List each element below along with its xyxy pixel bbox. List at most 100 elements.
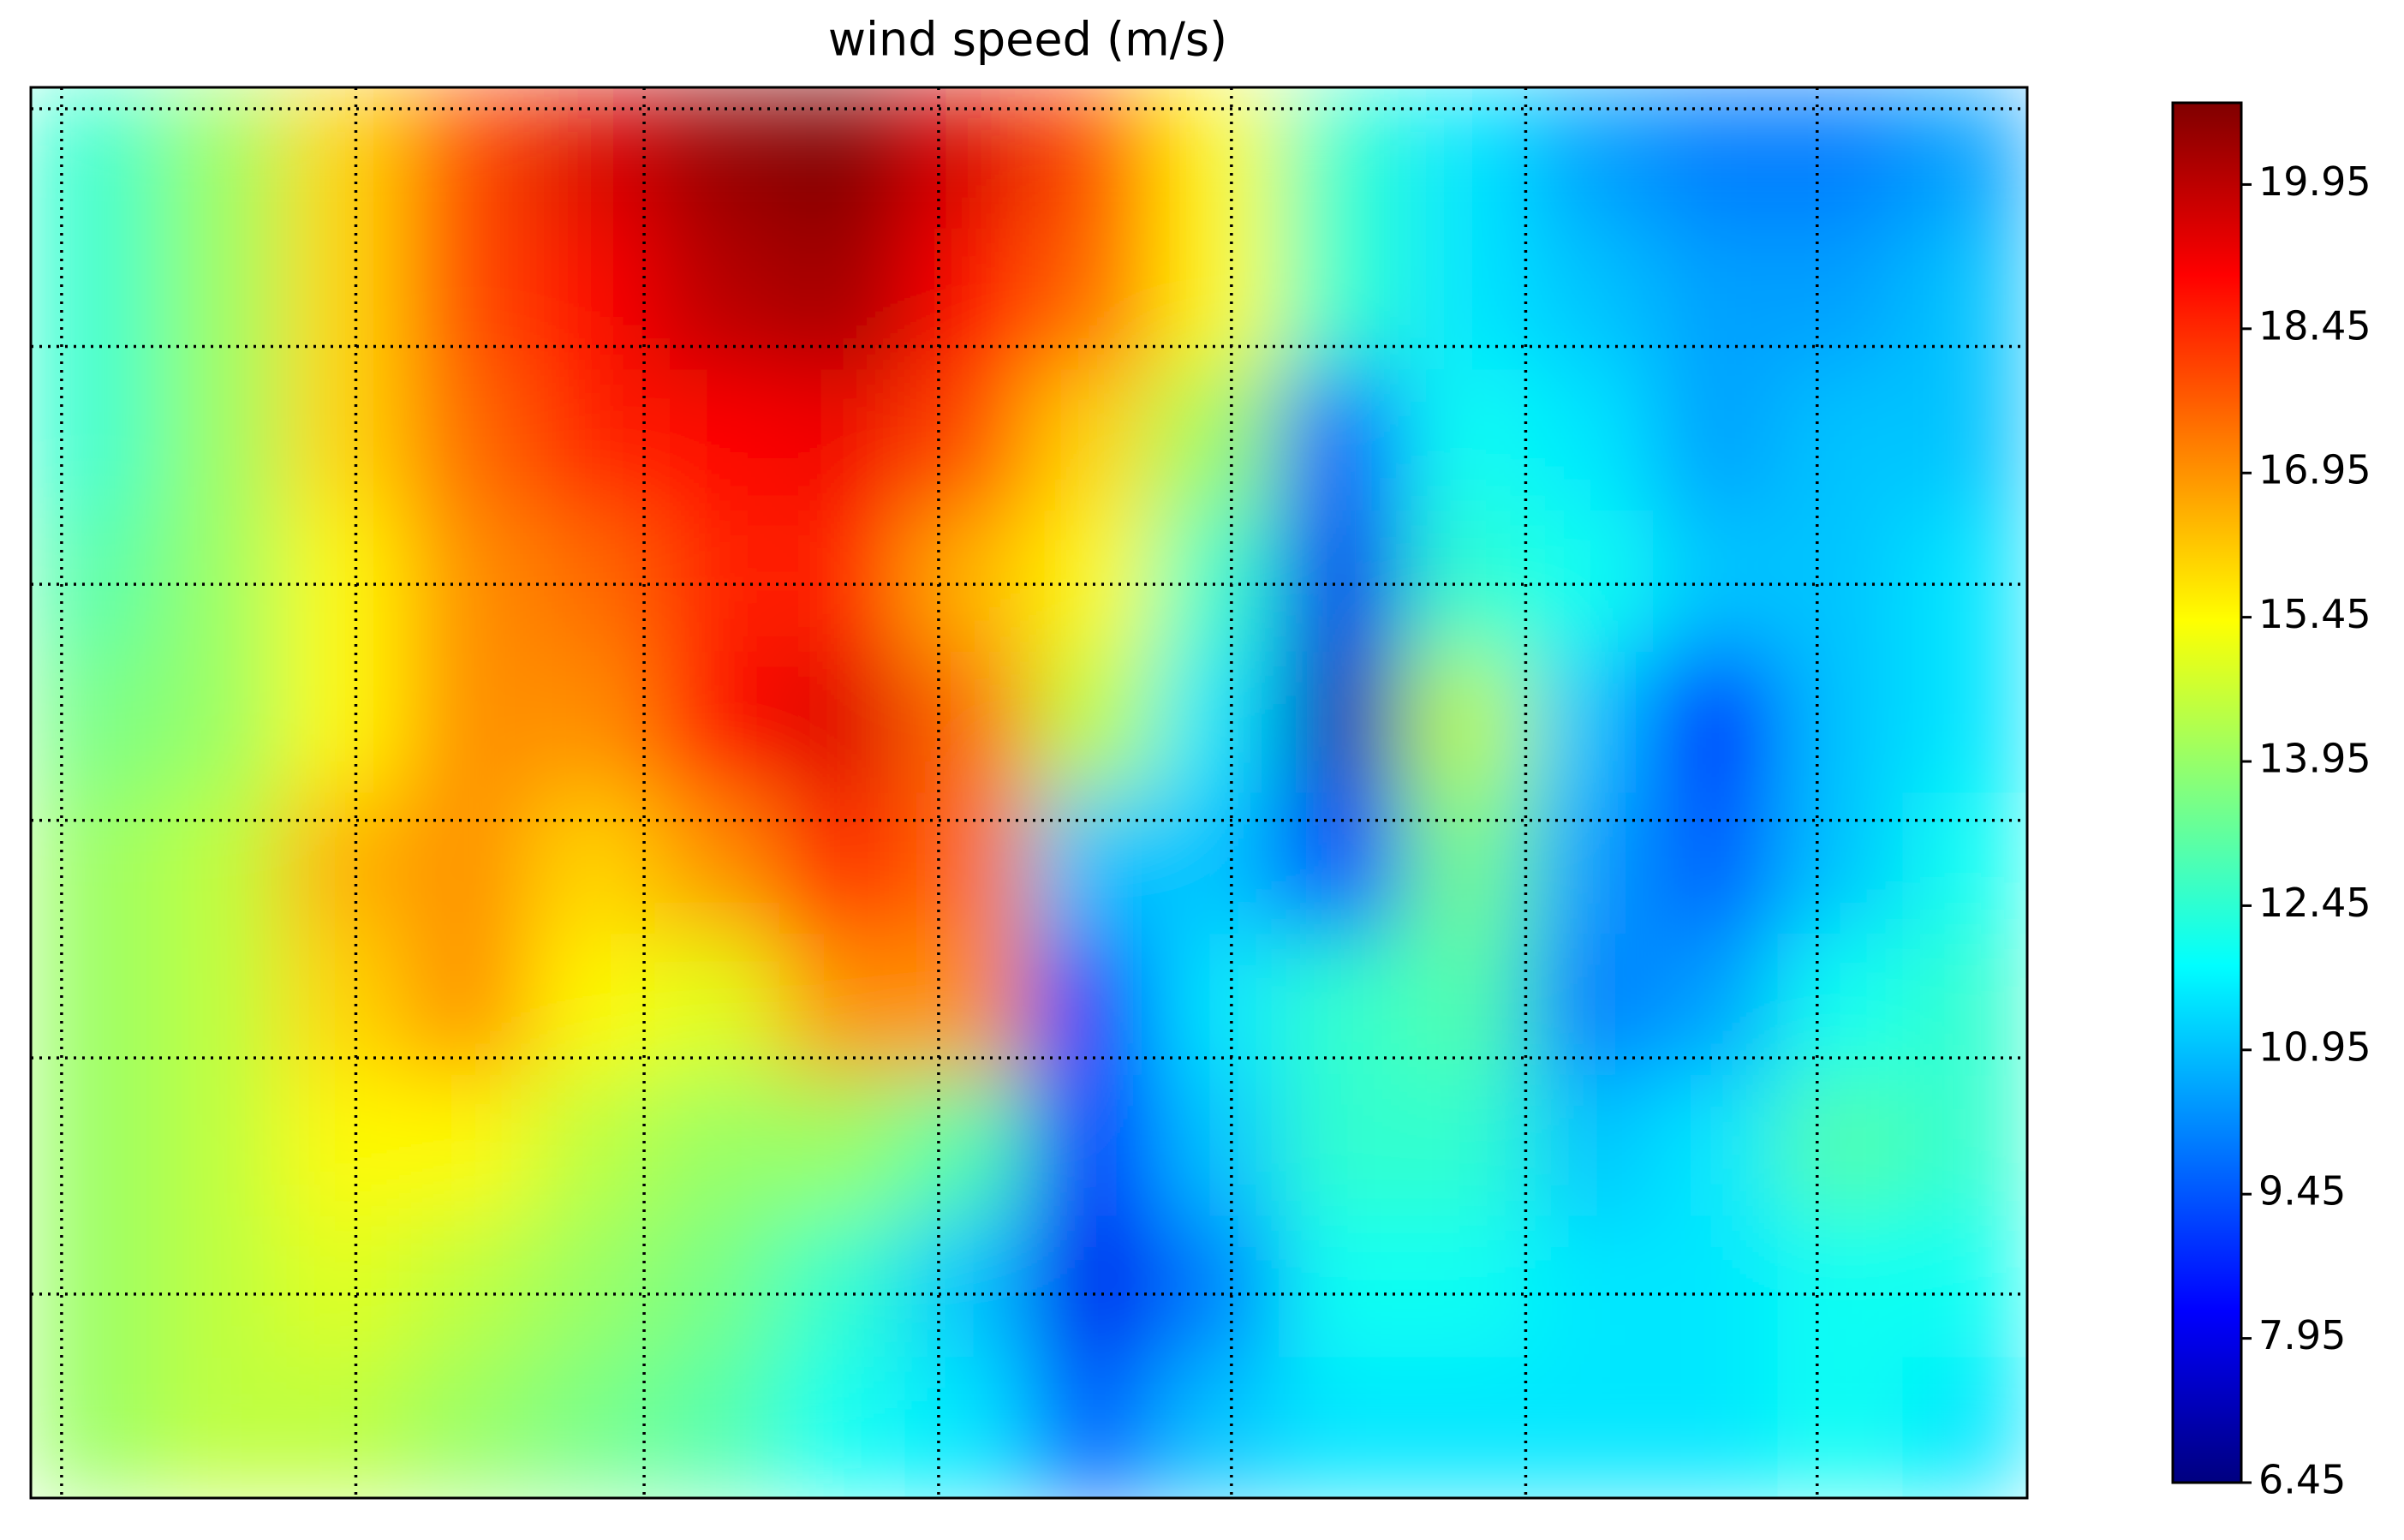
cell (1278, 792, 1405, 934)
colorbar-tick-label: 12.45 (2258, 880, 2371, 926)
cell (1154, 1357, 1280, 1498)
cell (654, 1215, 780, 1358)
cell (31, 510, 157, 653)
cell (405, 1215, 531, 1358)
cell (1154, 934, 1280, 1076)
cell (1528, 651, 1654, 793)
cell (529, 87, 655, 230)
cell (31, 1215, 157, 1358)
cell (904, 1357, 1029, 1498)
cell (405, 510, 531, 653)
cell (280, 228, 406, 370)
cell (779, 369, 905, 511)
cell (1652, 1357, 1779, 1498)
cell (1652, 934, 1779, 1076)
cell (280, 1215, 406, 1358)
colorbar-tick-label: 18.45 (2258, 302, 2371, 349)
cell (1777, 228, 1903, 370)
cell (155, 1074, 281, 1217)
cell (654, 87, 780, 230)
chart-title: wind speed (m/s) (828, 13, 1227, 67)
cell (1154, 1215, 1280, 1358)
cell (1403, 1357, 1529, 1498)
cell (779, 1215, 905, 1358)
cell (155, 1215, 281, 1358)
cell (1902, 934, 2027, 1076)
cell (1154, 369, 1280, 511)
colorbar-tick-label: 10.95 (2258, 1024, 2371, 1070)
cell (1777, 1074, 1903, 1217)
cell (1777, 1215, 1903, 1358)
cell (280, 1074, 406, 1217)
cell (155, 510, 281, 653)
cell (779, 934, 905, 1076)
colorbar-tick-label: 9.45 (2258, 1168, 2346, 1215)
cell (1777, 934, 1903, 1076)
cell (1777, 792, 1903, 934)
cell (1902, 510, 2027, 653)
cell (1902, 369, 2027, 511)
cell (1652, 651, 1779, 793)
cell (155, 651, 281, 793)
cell (529, 1074, 655, 1217)
cell (1154, 792, 1280, 934)
cell (529, 792, 655, 934)
cell (280, 87, 406, 230)
cell (904, 87, 1029, 230)
cell (405, 1357, 531, 1498)
cell (1652, 792, 1779, 934)
cell (280, 510, 406, 653)
map-grid (31, 87, 2027, 1498)
cell (1278, 934, 1405, 1076)
cell (1029, 651, 1154, 793)
colorbar-tick-label: 6.45 (2258, 1457, 2346, 1503)
cell (405, 369, 531, 511)
cell (155, 228, 281, 370)
cell (1154, 228, 1280, 370)
colorbar-tick-label: 7.95 (2258, 1312, 2346, 1358)
field (31, 87, 2027, 1498)
cell (1528, 87, 1654, 230)
cell (1652, 1215, 1779, 1358)
cell (1029, 1357, 1154, 1498)
cell (155, 1357, 281, 1498)
cell (1278, 510, 1405, 653)
plot-frame (29, 86, 2029, 1500)
cells (31, 87, 2027, 1498)
cell (31, 369, 157, 511)
cell (1403, 651, 1529, 793)
cell (654, 792, 780, 934)
cell (31, 1074, 157, 1217)
cell (654, 651, 780, 793)
colorbar (2171, 101, 2243, 1484)
cell (1652, 228, 1779, 370)
cell (1029, 792, 1154, 934)
cell (1403, 228, 1529, 370)
cell (1278, 1074, 1405, 1217)
cell (1902, 228, 2027, 370)
cell (1652, 1074, 1779, 1217)
cell (1403, 510, 1529, 653)
cell (1777, 1357, 1903, 1498)
cell (1278, 1357, 1405, 1498)
cell (31, 228, 157, 370)
cell (1902, 1215, 2027, 1358)
cell (1278, 1215, 1405, 1358)
cell (904, 792, 1029, 934)
cell (405, 934, 531, 1076)
cell (1029, 87, 1154, 230)
cell (1403, 934, 1529, 1076)
cell (529, 228, 655, 370)
cell (155, 369, 281, 511)
cell (779, 228, 905, 370)
cell (779, 87, 905, 230)
cell (654, 934, 780, 1076)
cell (31, 651, 157, 793)
cell (1528, 1357, 1654, 1498)
cell (654, 1357, 780, 1498)
cell (1029, 510, 1154, 653)
cell (1528, 934, 1654, 1076)
cell (1902, 792, 2027, 934)
